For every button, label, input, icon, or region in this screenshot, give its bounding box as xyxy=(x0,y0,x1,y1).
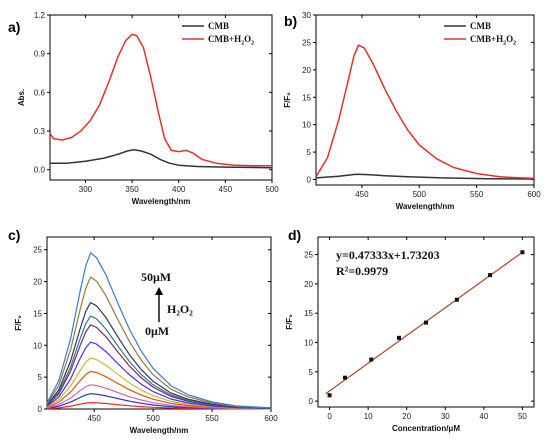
series-line xyxy=(46,302,272,409)
x-tick-label: 20 xyxy=(402,412,411,421)
y-tick-label: 15 xyxy=(33,309,42,318)
y-axis-label: Abs. xyxy=(17,89,26,106)
fit-equation: y=0.47333x+1.73203 xyxy=(336,248,440,262)
x-tick-label: 500 xyxy=(146,414,160,423)
data-point xyxy=(327,393,332,398)
series-line xyxy=(46,370,272,410)
y-tick-label: 20 xyxy=(33,278,42,287)
legend-entry: CMB xyxy=(470,21,491,31)
chart-panel-b: 450 500 550 600 0 5 10 15 20 25 30 Wavelength/nm F/F… xyxy=(283,11,541,211)
y-axis-label: F/F₀ xyxy=(283,92,292,108)
x-tick-label: 450 xyxy=(219,185,233,194)
series-line xyxy=(46,357,272,410)
x-tick-label: 300 xyxy=(79,185,93,194)
y-tick-label: 0 xyxy=(307,176,312,185)
y-tick-label: 10 xyxy=(304,339,313,348)
y-tick-label: 1.2 xyxy=(34,11,46,20)
y-tick-label: 25 xyxy=(33,246,42,255)
x-axis-label: Wavelength/nm xyxy=(130,426,189,435)
legend-entry: CMB+H2O2 xyxy=(470,34,516,47)
y-tick-label: 15 xyxy=(302,93,311,102)
y-tick-label: 5 xyxy=(309,368,314,377)
data-point xyxy=(369,357,374,362)
x-tick-label: 400 xyxy=(172,185,186,194)
y-tick-label: 5 xyxy=(38,373,43,382)
y-tick-label: 0.0 xyxy=(34,166,46,175)
series-line xyxy=(46,315,272,409)
data-point xyxy=(424,320,428,325)
y-tick-label: 25 xyxy=(302,38,311,47)
y-tick-label: 5 xyxy=(307,148,312,157)
plot-frame xyxy=(315,14,535,186)
y-tick-label: 0 xyxy=(38,405,43,414)
data-point xyxy=(454,297,459,302)
data-point xyxy=(343,375,347,380)
y-tick-label: 25 xyxy=(304,251,313,260)
panel-label: d) xyxy=(288,227,301,243)
y-tick-label: 20 xyxy=(302,66,311,75)
data-point xyxy=(488,273,493,278)
y-tick-label: 15 xyxy=(304,309,313,318)
panel-label: a) xyxy=(8,19,20,35)
x-tick-label: 0 xyxy=(327,412,332,421)
y-tick-label: 10 xyxy=(302,121,311,130)
x-tick-label: 550 xyxy=(205,414,219,423)
chart-panel-c: 450 500 550 600 0 5 10 15 20 25 Wavelength/nm F/F₀ c… xyxy=(8,227,278,435)
series-line xyxy=(46,341,272,410)
y-tick-label: 0.9 xyxy=(34,50,46,59)
series-line xyxy=(46,324,272,409)
plot-frame xyxy=(317,236,535,408)
plot-frame xyxy=(49,14,273,181)
y-axis-label: F/F₀ xyxy=(14,315,23,331)
panel-label: b) xyxy=(284,13,297,29)
x-tick-label: 500 xyxy=(265,185,279,194)
x-tick-label: 500 xyxy=(413,190,427,199)
legend-entry: CMB+H2O2 xyxy=(208,34,254,47)
x-tick-label: 600 xyxy=(264,414,278,423)
fit-r2: R²=0.9979 xyxy=(336,264,388,278)
y-tick-label: 0.6 xyxy=(34,88,46,97)
annotation-h2o2: H₂O₂ xyxy=(167,302,193,316)
series-line xyxy=(46,252,272,409)
y-tick-label: 10 xyxy=(33,341,42,350)
x-tick-label: 450 xyxy=(87,414,101,423)
panel-label: c) xyxy=(8,227,20,243)
y-tick-label: 20 xyxy=(304,280,313,289)
x-tick-label: 600 xyxy=(527,190,541,199)
y-axis-label: F/F₀ xyxy=(285,314,294,330)
x-tick-label: 30 xyxy=(441,412,450,421)
x-tick-label: 40 xyxy=(479,412,488,421)
series-line xyxy=(46,276,272,409)
x-tick-label: 550 xyxy=(470,190,484,199)
series-line xyxy=(315,44,535,180)
chart-panel-a: 300 350 400 450 500 0.0 0.3 0.6 0.9 1.2 Wavelength… xyxy=(8,11,279,206)
series-line xyxy=(46,402,271,410)
x-tick-label: 10 xyxy=(364,412,373,421)
series-line xyxy=(49,33,272,167)
legend-entry: CMB xyxy=(208,21,229,31)
x-axis-label: Concentration/μM xyxy=(392,424,460,433)
x-axis-label: Wavelength/nm xyxy=(132,197,191,206)
series-line xyxy=(315,173,535,180)
series-line xyxy=(50,148,273,169)
annotation-bottom: 0μM xyxy=(145,324,169,338)
annotation-top: 50μM xyxy=(141,270,171,284)
series-line xyxy=(46,384,272,410)
data-point xyxy=(520,250,525,255)
x-tick-label: 350 xyxy=(125,185,139,194)
y-tick-label: 0 xyxy=(309,397,314,406)
y-tick-label: 30 xyxy=(302,11,311,20)
plot-frame xyxy=(46,236,272,410)
arrow-up-icon xyxy=(155,287,163,295)
x-axis-label: Wavelength/nm xyxy=(396,202,455,211)
series-line xyxy=(46,393,272,410)
chart-panel-d: 0 10 20 30 40 50 0 5 10 15 20 25 Concentration/μM F/F… xyxy=(285,227,535,433)
data-point xyxy=(397,335,401,340)
y-tick-label: 0.3 xyxy=(34,127,46,136)
x-tick-label: 450 xyxy=(355,190,369,199)
x-tick-label: 50 xyxy=(518,412,527,421)
